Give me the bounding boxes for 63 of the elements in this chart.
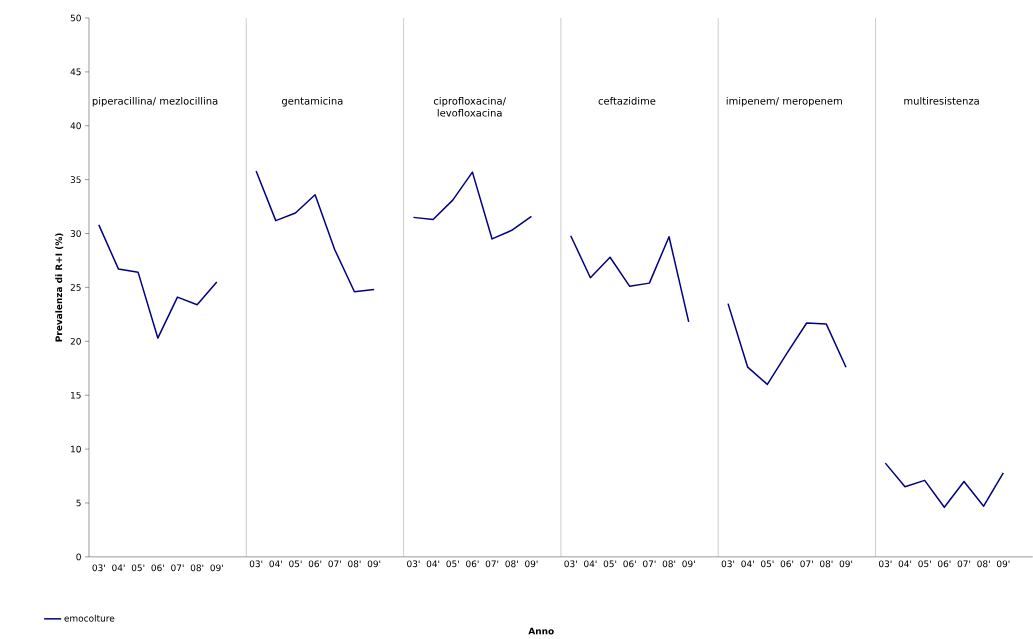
y-tick-label: 35 (70, 176, 81, 184)
x-tick-label: 05' (603, 560, 617, 568)
x-tick-label: 08' (977, 560, 990, 568)
x-tick-label: 09' (367, 560, 381, 568)
x-tick-label: 08' (190, 564, 204, 572)
y-tick-label: 5 (76, 499, 81, 507)
y-tick-label: 30 (70, 230, 81, 237)
x-tick-label: 05' (289, 560, 302, 568)
x-tick-label: 03' (249, 560, 263, 568)
x-tick-label: 04' (269, 560, 282, 568)
y-tick-label: 10 (71, 445, 81, 453)
x-tick-label: 06' (780, 560, 794, 568)
x-tick-label: 06' (151, 564, 164, 572)
x-tick-label: 03' (879, 560, 892, 568)
x-tick-label: 09' (210, 564, 223, 572)
y-tick-label: 0 (76, 553, 81, 561)
x-tick-label: 04' (898, 560, 912, 568)
x-tick-label: 03' (407, 560, 420, 568)
x-tick-label: 05' (131, 564, 145, 572)
text: imipenem/ meropenem (726, 97, 842, 107)
x-tick-label: 08' (662, 560, 676, 568)
x-tick-label: 06' (937, 560, 951, 568)
x-tick-label: 06' (623, 560, 636, 568)
line-series (98, 224, 218, 339)
x-tick-label: 06' (308, 560, 322, 568)
x-tick-label: 09' (996, 560, 1010, 568)
x-tick-label: 06' (466, 560, 479, 568)
x-tick-label: 08' (348, 560, 361, 568)
x-tick-label: 09' (839, 560, 853, 568)
text: gentamicina (281, 97, 343, 107)
x-tick-label: 09' (525, 560, 538, 568)
y-tick-label: 25 (70, 284, 81, 291)
x-tick-label: 03' (721, 560, 735, 568)
x-tick-label: 07' (800, 560, 813, 568)
x-tick-label: 07' (957, 560, 971, 568)
x-tick-label: 03' (92, 564, 105, 572)
x-tick-label: 04' (426, 560, 440, 568)
x-tick-label: 08' (505, 560, 518, 568)
y-tick-label: 15 (71, 391, 81, 399)
x-tick-label: 04' (584, 560, 597, 568)
text: ceftazidime (598, 97, 656, 105)
x-tick-label: 09' (682, 560, 695, 568)
x-tick-label: 07' (485, 560, 499, 568)
legend-label: emocolture (64, 614, 115, 622)
y-tick-label: 45 (70, 68, 81, 76)
x-tick-label: 04' (112, 564, 125, 572)
x-tick-label: 05' (761, 560, 774, 568)
text: ciprofloxacina/ levofloxacina (433, 97, 506, 117)
x-tick-label: 03' (564, 560, 577, 568)
x-axis-title: Anno (528, 627, 554, 635)
y-tick-label: 50 (70, 14, 81, 22)
x-tick-label: 07' (171, 564, 184, 572)
x-tick-label: 04' (741, 560, 754, 568)
x-tick-label: 08' (820, 560, 833, 568)
y-tick-label: 20 (70, 337, 81, 345)
x-tick-label: 05' (918, 560, 931, 568)
y-axis-title: Prevalenza di R+I (%) (55, 233, 64, 342)
y-tick-label: 40 (70, 122, 81, 130)
x-tick-label: 07' (328, 560, 341, 568)
x-tick-label: 07' (643, 560, 656, 568)
x-tick-label: 05' (446, 560, 459, 568)
text: multiresistenza (904, 97, 979, 105)
text: piperacillina/ mezlocillina (92, 97, 218, 107)
